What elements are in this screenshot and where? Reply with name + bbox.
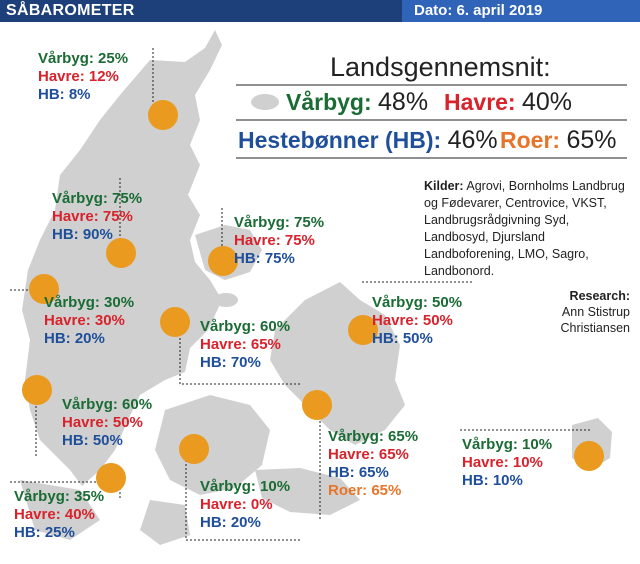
dot-northzealand xyxy=(348,315,378,345)
research-name: Ann Stistrup Christiansen xyxy=(560,305,630,335)
dot-south xyxy=(96,463,126,493)
region-djursland: Vårbyg: 75% Havre: 75% HB: 75% xyxy=(234,214,325,267)
national-title: Landsgennemsnit: xyxy=(330,52,551,82)
dot-central xyxy=(160,307,190,337)
region-funen: Vårbyg: 10% Havre: 0% HB: 20% xyxy=(200,478,291,531)
sources-body: Agrovi, Bornholms Landbrug og Fødevarer,… xyxy=(424,179,625,278)
region-north: Vårbyg: 25% Havre: 12% HB: 8% xyxy=(38,50,129,103)
dot-lolland xyxy=(302,390,332,420)
dot-himmerland xyxy=(106,238,136,268)
dot-southwest xyxy=(22,375,52,405)
national-vaarbyg: Vårbyg: 48% xyxy=(286,88,429,116)
dot-bornholm xyxy=(574,441,604,471)
land-als xyxy=(140,500,190,545)
dot-funen xyxy=(179,434,209,464)
dot-north xyxy=(148,100,178,130)
header-date-box: Dato: 6. april 2019 xyxy=(402,0,640,22)
national-hb: Hestebønner (HB): 46% xyxy=(238,126,498,154)
land-lower-jutland xyxy=(20,480,100,540)
region-southwest: Vårbyg: 60% Havre: 50% HB: 50% xyxy=(62,396,153,449)
region-himmerland: Vårbyg: 75% Havre: 75% HB: 90% xyxy=(52,190,143,243)
region-south: Vårbyg: 35% Havre: 40% HB: 25% xyxy=(14,488,105,541)
region-northzealand: Vårbyg: 50% Havre: 50% HB: 50% xyxy=(372,294,463,347)
denmark-map xyxy=(10,30,627,545)
land-laesoe xyxy=(214,293,238,307)
region-central: Vårbyg: 60% Havre: 65% HB: 70% xyxy=(200,318,291,371)
region-west: Vårbyg: 30% Havre: 30% HB: 20% xyxy=(44,294,135,347)
header-date: Dato: 6. april 2019 xyxy=(414,2,543,19)
dot-west xyxy=(29,274,59,304)
national-havre: Havre: 40% xyxy=(444,88,573,116)
national-roer: Roer: 65% xyxy=(500,126,617,154)
sources-text: Kilder: Agrovi, Bornholms Landbrug og Fø… xyxy=(424,178,634,280)
land-funen xyxy=(155,395,270,495)
region-lolland: Vårbyg: 65% Havre: 65% HB: 65% Roer: 65% xyxy=(328,428,419,499)
region-bornholm: Vårbyg: 10% Havre: 10% HB: 10% xyxy=(462,436,553,489)
header-bar: SÅBAROMETER Dato: 6. april 2019 xyxy=(0,0,640,22)
dot-djursland xyxy=(208,246,238,276)
header-title: SÅBAROMETER xyxy=(6,2,135,19)
land-lolland xyxy=(255,468,360,515)
research-label: Research: xyxy=(569,289,630,303)
sources-label: Kilder: xyxy=(424,179,464,193)
land-samsoe xyxy=(251,94,279,110)
research-credit: Research: Ann Stistrup Christiansen xyxy=(520,288,630,336)
